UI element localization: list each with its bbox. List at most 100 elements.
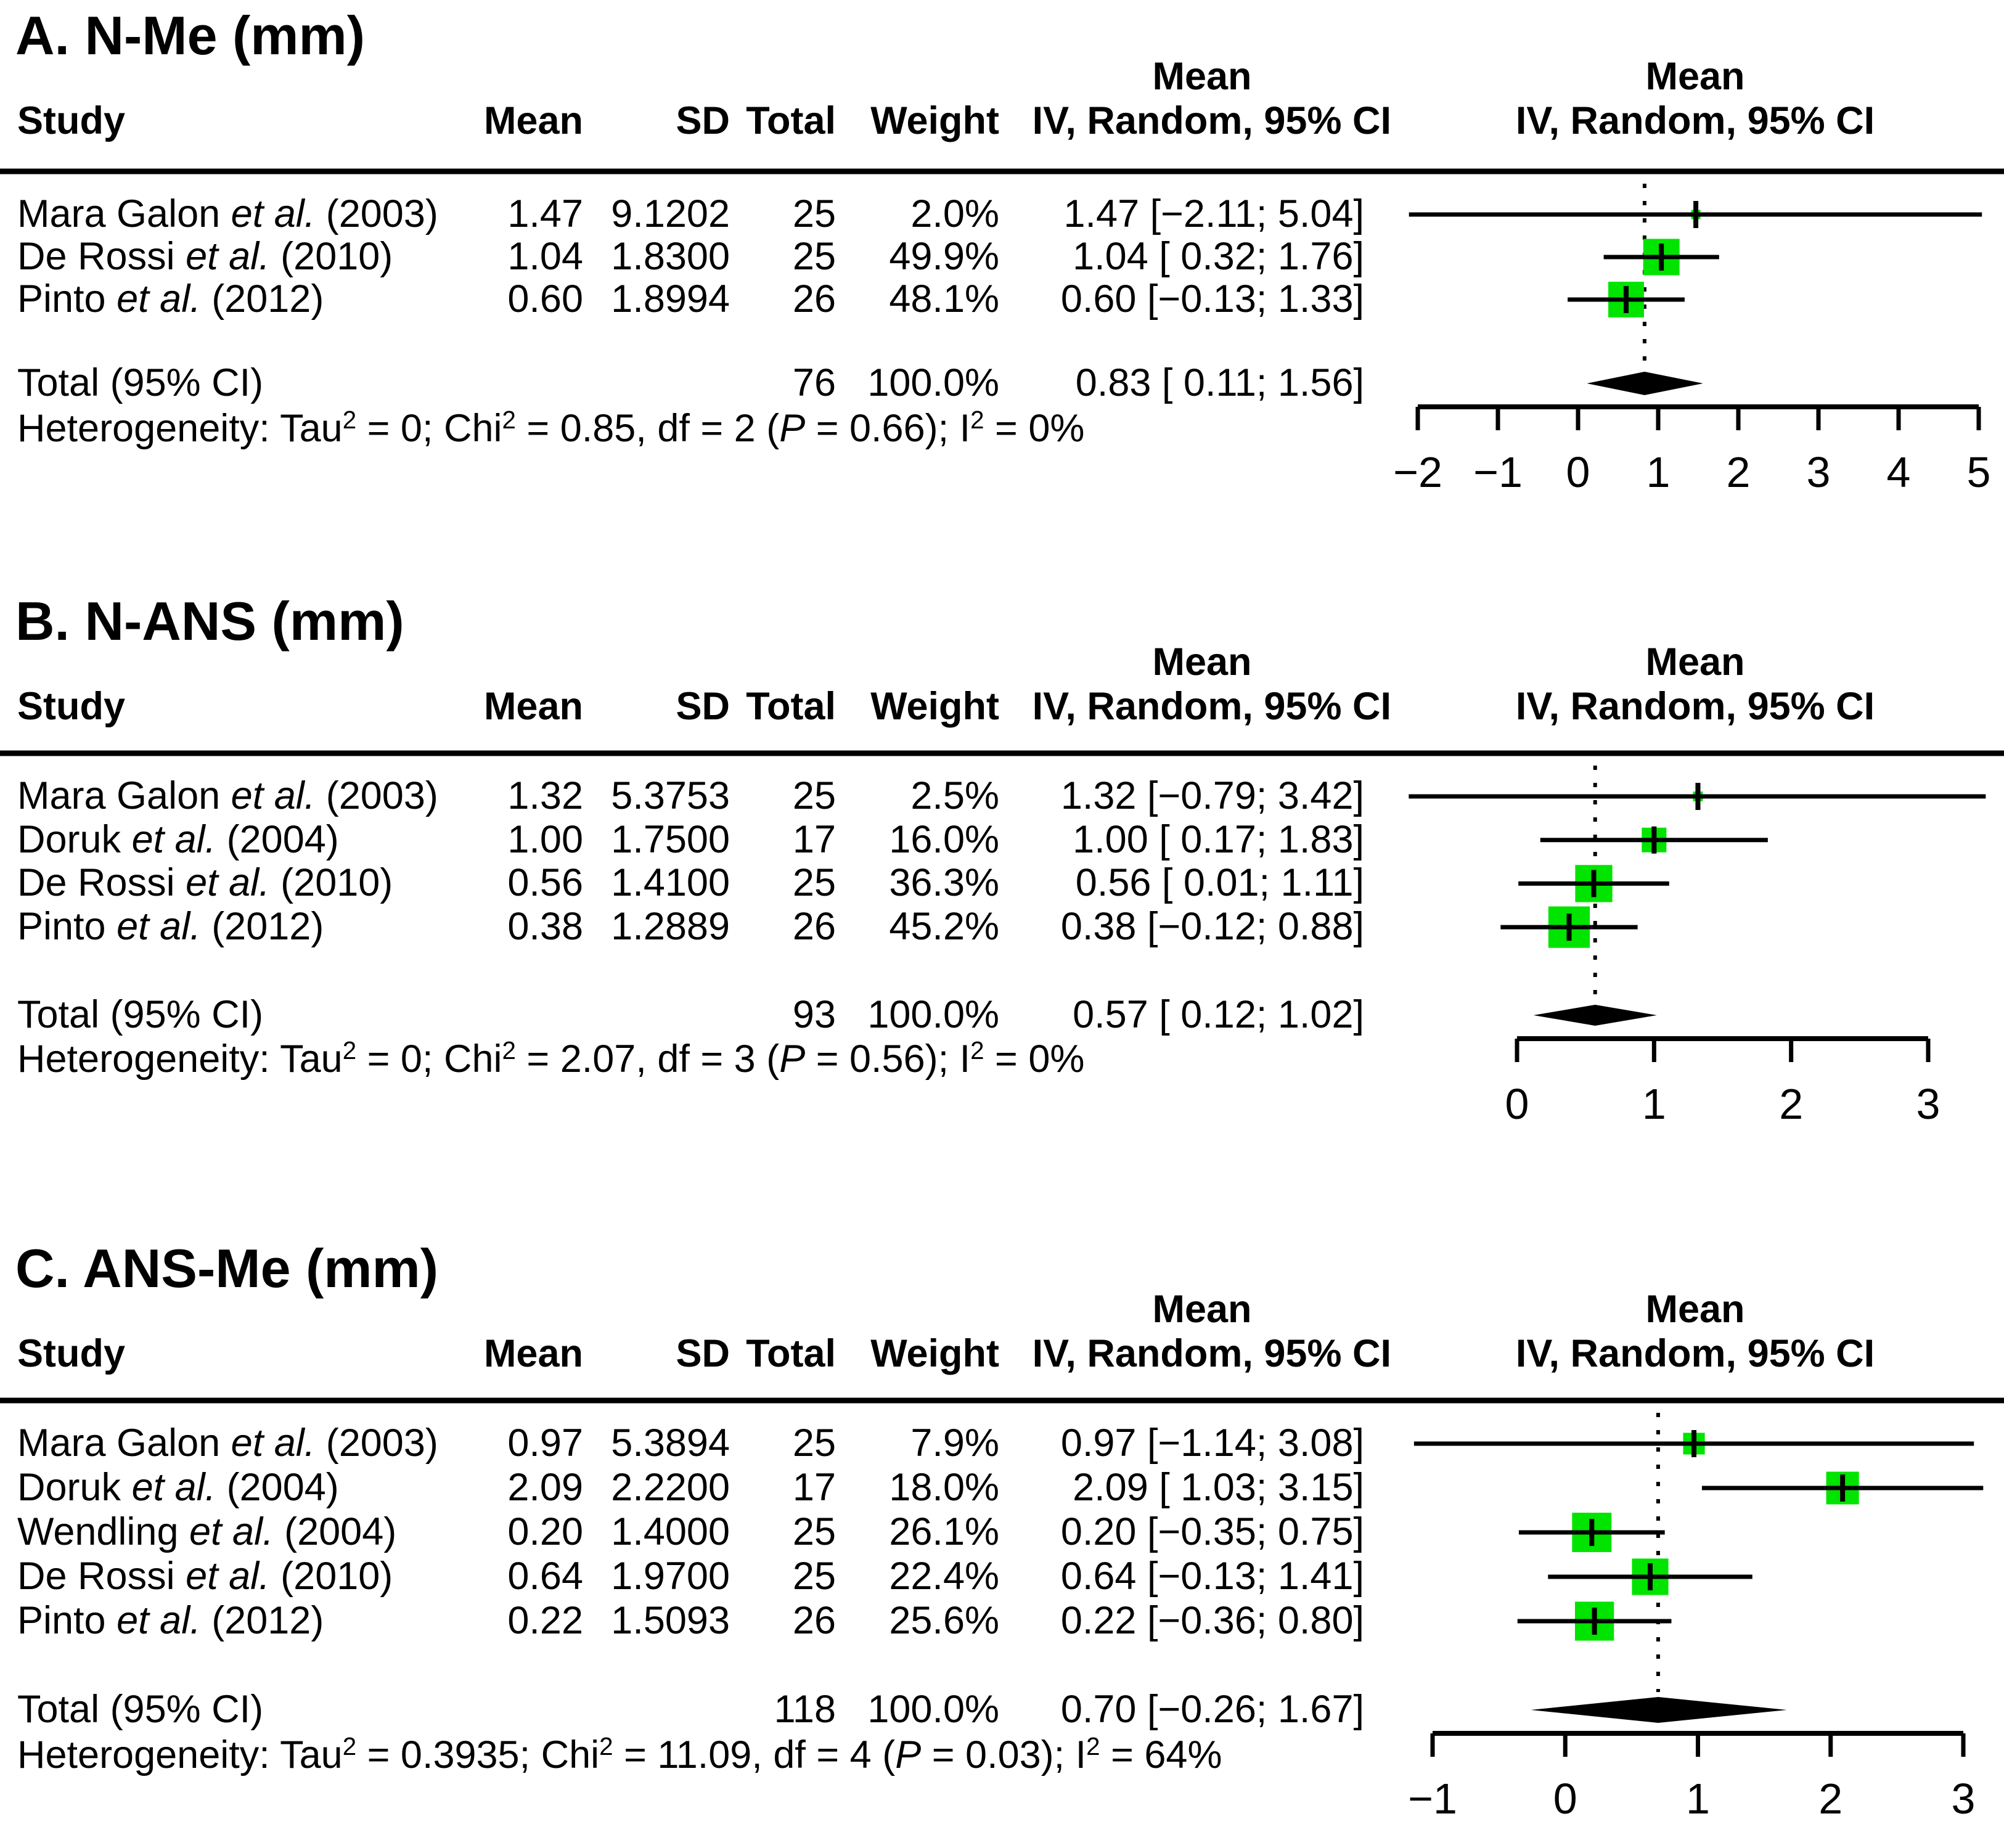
sd-cell: 1.8300 — [611, 235, 730, 278]
total-cell: 25 — [792, 1555, 836, 1598]
axis-tick-label: 1 — [1686, 1775, 1710, 1823]
plot-header-effect: IV, Random, 95% CI — [1515, 685, 1875, 728]
total-cell: 25 — [792, 1421, 836, 1465]
effect-cell: 2.09 [ 1.03; 3.15] — [1073, 1466, 1364, 1509]
mean-cell: 0.60 — [507, 277, 583, 321]
column-header-study: Study — [17, 1332, 126, 1375]
weight-cell: 7.9% — [910, 1421, 999, 1465]
axis-tick-label: 0 — [1505, 1080, 1529, 1128]
total-n-cell: 76 — [792, 361, 836, 404]
total-cell: 25 — [792, 861, 836, 904]
mean-cell: 1.00 — [507, 818, 583, 861]
pooled-diamond — [1531, 1697, 1787, 1723]
total-effect-cell: 0.57 [ 0.12; 1.02] — [1073, 993, 1364, 1036]
column-header-mean: Mean — [483, 1332, 583, 1375]
mean-cell: 0.20 — [507, 1510, 583, 1553]
column-header-sd: SD — [676, 99, 730, 142]
sd-cell: 1.8994 — [611, 277, 730, 321]
study-label: Pinto et al. (2012) — [17, 905, 324, 948]
heterogeneity-text: Heterogeneity: Tau2 = 0; Chi2 = 0.85, df… — [17, 406, 1085, 450]
study-label: Pinto et al. (2012) — [17, 277, 324, 321]
panel-b-title: B. N-ANS (mm) — [15, 591, 404, 652]
sd-cell: 1.4100 — [611, 861, 730, 904]
axis-tick-label: 0 — [1566, 448, 1590, 496]
study-label: Mara Galon et al. (2003) — [17, 774, 438, 817]
total-cell: 25 — [792, 235, 836, 278]
weight-cell: 45.2% — [889, 905, 999, 948]
total-label: Total (95% CI) — [17, 993, 264, 1036]
panel-c-title: C. ANS-Me (mm) — [15, 1238, 439, 1299]
weight-cell: 26.1% — [889, 1510, 999, 1553]
total-label: Total (95% CI) — [17, 361, 264, 404]
plot-header-top: Mean — [1645, 1288, 1745, 1331]
mean-cell: 0.97 — [507, 1421, 583, 1465]
weight-cell: 25.6% — [889, 1599, 999, 1642]
total-weight-cell: 100.0% — [867, 361, 999, 404]
effect-cell: 0.64 [−0.13; 1.41] — [1060, 1555, 1364, 1598]
study-label: Mara Galon et al. (2003) — [17, 192, 438, 235]
effect-cell: 1.04 [ 0.32; 1.76] — [1073, 235, 1364, 278]
mean-cell: 0.64 — [507, 1555, 583, 1598]
column-header-mean: Mean — [483, 685, 583, 728]
mean-cell: 0.22 — [507, 1599, 583, 1642]
axis-tick-label: 1 — [1642, 1080, 1666, 1128]
effect-cell: 0.97 [−1.14; 3.08] — [1060, 1421, 1364, 1465]
sd-cell: 5.3753 — [611, 774, 730, 817]
mean-cell: 0.38 — [507, 905, 583, 948]
heterogeneity-text: Heterogeneity: Tau2 = 0; Chi2 = 2.07, df… — [17, 1036, 1085, 1081]
effect-cell: 1.32 [−0.79; 3.42] — [1060, 774, 1364, 817]
column-header-effect: IV, Random, 95% CI — [1032, 685, 1391, 728]
column-header-weight: Weight — [870, 1332, 999, 1375]
total-effect-cell: 0.70 [−0.26; 1.67] — [1060, 1688, 1364, 1731]
axis-tick-label: −2 — [1393, 448, 1442, 496]
study-label: Wendling et al. (2004) — [17, 1510, 397, 1553]
total-cell: 26 — [792, 1599, 836, 1642]
column-header-mean: Mean — [483, 99, 583, 142]
axis-tick-label: 0 — [1553, 1775, 1577, 1823]
total-n-cell: 118 — [774, 1688, 836, 1731]
sd-cell: 5.3894 — [611, 1421, 730, 1465]
column-header-study: Study — [17, 685, 126, 728]
sd-cell: 1.7500 — [611, 818, 730, 861]
mean-cell: 1.32 — [507, 774, 583, 817]
weight-cell: 48.1% — [889, 277, 999, 321]
weight-cell: 18.0% — [889, 1466, 999, 1509]
column-header-study: Study — [17, 99, 126, 142]
axis-tick-label: 5 — [1967, 448, 1991, 496]
column-header-total: Total — [746, 685, 836, 728]
column-header-sd: SD — [676, 685, 730, 728]
mean-cell: 1.47 — [507, 192, 583, 235]
total-cell: 17 — [792, 1466, 836, 1509]
axis-tick-label: 3 — [1807, 448, 1831, 496]
column-header-sd: SD — [676, 1332, 730, 1375]
weight-cell: 36.3% — [889, 861, 999, 904]
total-weight-cell: 100.0% — [867, 993, 999, 1036]
column-header-weight: Weight — [870, 99, 999, 142]
plot-header-top: Mean — [1645, 55, 1745, 98]
effect-cell: 0.38 [−0.12; 0.88] — [1060, 905, 1364, 948]
weight-cell: 16.0% — [889, 818, 999, 861]
weight-cell: 22.4% — [889, 1555, 999, 1598]
study-label: De Rossi et al. (2010) — [17, 861, 393, 904]
plot-header-top: Mean — [1645, 640, 1745, 684]
heterogeneity-text: Heterogeneity: Tau2 = 0.3935; Chi2 = 11.… — [17, 1732, 1222, 1776]
weight-cell: 2.5% — [910, 774, 999, 817]
pooled-diamond — [1533, 1005, 1657, 1026]
sd-cell: 1.4000 — [611, 1510, 730, 1553]
plot-header-effect: IV, Random, 95% CI — [1515, 1332, 1875, 1375]
mean-cell: 2.09 — [507, 1466, 583, 1509]
study-label: Mara Galon et al. (2003) — [17, 1421, 438, 1465]
axis-tick-label: −1 — [1408, 1775, 1457, 1823]
effect-cell: 0.20 [−0.35; 0.75] — [1060, 1510, 1364, 1553]
axis-tick-label: 3 — [1916, 1080, 1941, 1128]
effect-cell: 0.60 [−0.13; 1.33] — [1060, 277, 1364, 321]
panel-a-title: A. N-Me (mm) — [15, 5, 366, 66]
total-cell: 25 — [792, 774, 836, 817]
column-header-effect-top: Mean — [1152, 1288, 1252, 1331]
sd-cell: 9.1202 — [611, 192, 730, 235]
sd-cell: 1.5093 — [611, 1599, 730, 1642]
effect-cell: 0.56 [ 0.01; 1.11] — [1075, 861, 1364, 904]
total-effect-cell: 0.83 [ 0.11; 1.56] — [1075, 361, 1364, 404]
